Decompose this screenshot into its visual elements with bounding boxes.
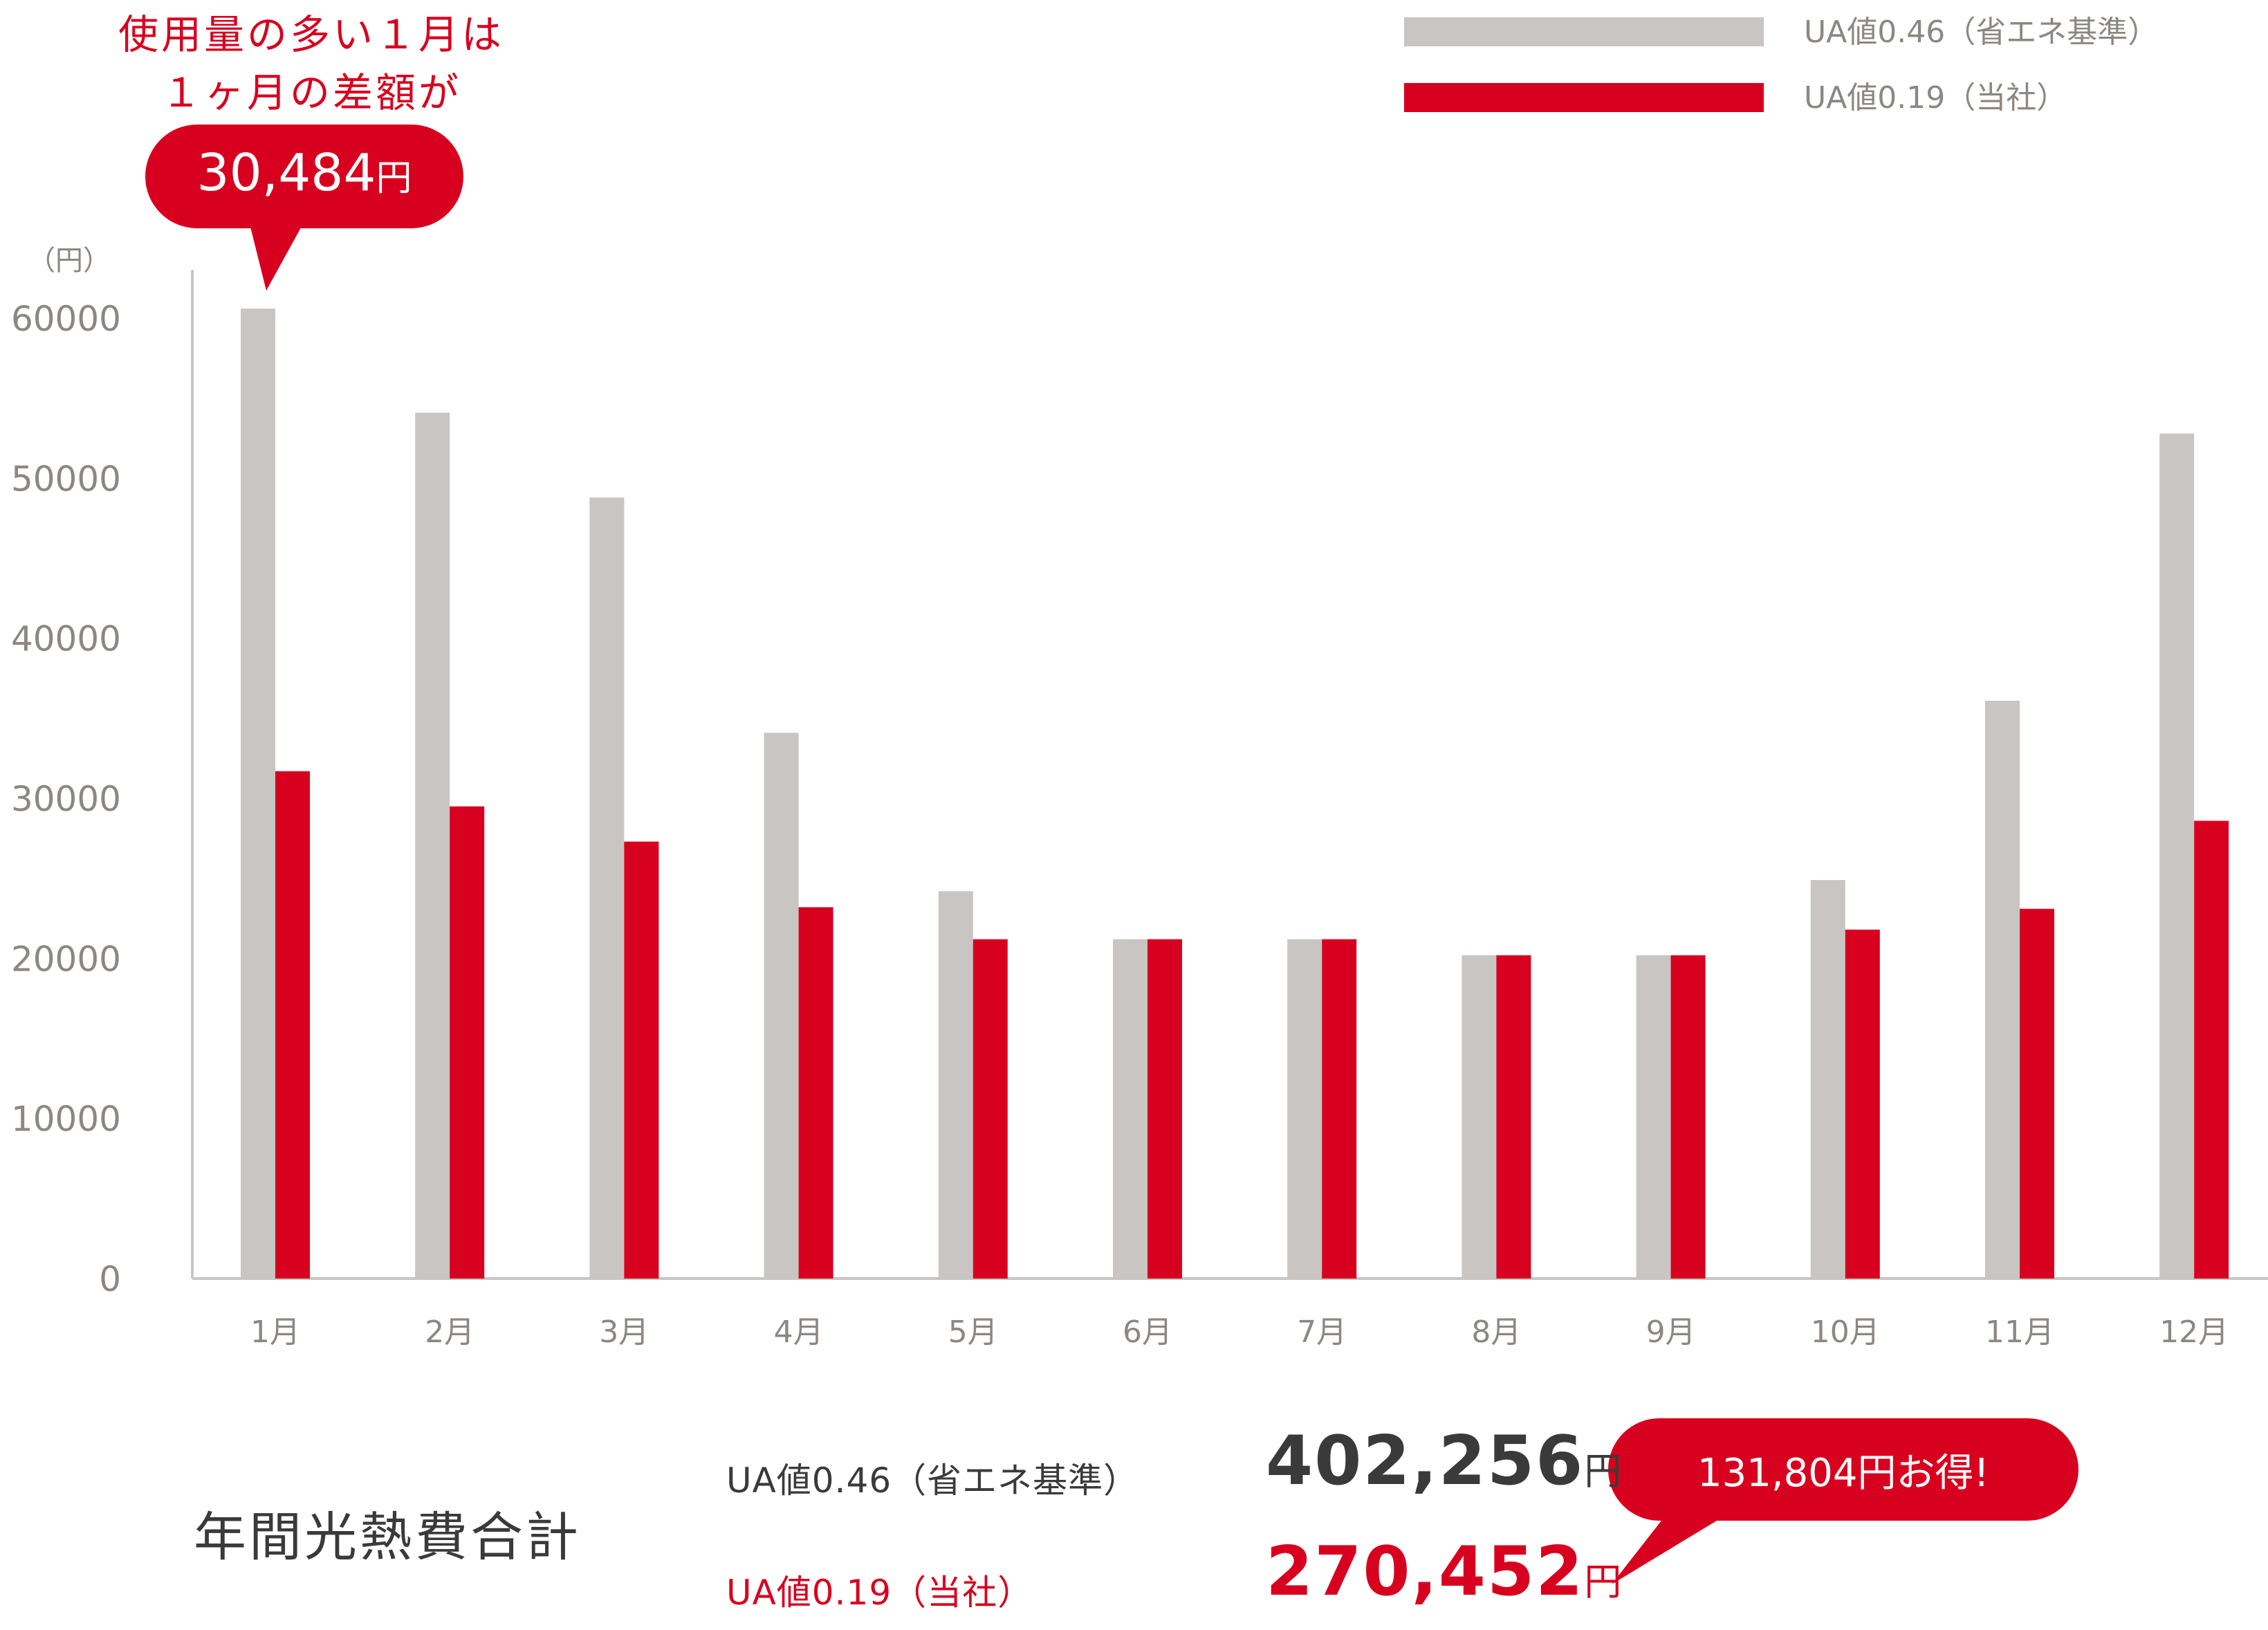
standard-total-label: UA値0.46（省エネ基準） [726,1460,1139,1501]
bar-standard [764,733,799,1279]
annual-total-title: 年間光熱費合計 [194,1506,581,1568]
bar-company [1322,939,1357,1279]
bar-standard [1985,700,2020,1279]
bar-standard [2159,433,2195,1279]
x-tick-label: 5月 [948,1315,998,1350]
x-tick-label: 2月 [425,1315,474,1350]
top-callout-amount-unit: 円 [376,158,412,199]
company-total-number: 270,452 [1266,1532,1585,1611]
y-tick-label: 50000 [11,459,121,499]
y-tick-label: 20000 [11,939,121,979]
standard-total-unit: 円 [1584,1449,1623,1493]
x-tick-label: 1月 [250,1315,300,1350]
callouts: 30,484円 131,804円お得! [145,125,2078,1584]
y-tick-label: 60000 [11,299,121,339]
top-callout-amount: 30,484円 [197,143,412,203]
x-tick-label: 8月 [1471,1315,1521,1350]
legend-label: UA値0.46（省エネ基準） [1804,15,2158,50]
y-tick-label: 30000 [11,779,121,819]
bars [241,309,2229,1279]
x-tick-label: 7月 [1297,1315,1347,1350]
y-tick-label: 40000 [11,619,121,659]
standard-total-number: 402,256 [1266,1422,1585,1501]
bar-company [2020,908,2054,1279]
x-tick-label: 12月 [2159,1315,2229,1350]
x-tick-label: 10月 [1811,1315,1880,1350]
legend-label: UA値0.19（当社） [1804,80,2067,116]
bar-standard [1636,955,1671,1279]
x-tick-label: 6月 [1123,1315,1172,1350]
x-tick-label: 9月 [1646,1315,1696,1350]
y-axis-unit-label: （円） [28,245,111,277]
y-tick-label: 0 [99,1259,121,1299]
bar-company [275,771,310,1279]
bar-standard [1287,939,1322,1279]
top-callout-amount-number: 30,484 [197,143,376,203]
bar-company [450,806,485,1279]
company-total-label: UA値0.19（当社） [726,1573,1033,1613]
top-callout-caption: 使用量の多い１月は １ヶ月の差額が [90,6,533,122]
bar-standard [241,309,275,1279]
bar-company [972,939,1008,1279]
bar-company [1147,939,1182,1279]
bottom-callout-text: 131,804円お得! [1697,1451,1989,1496]
bar-company [2194,821,2229,1279]
bar-standard [415,412,450,1279]
top-callout-bubble: 30,484円 [145,125,463,291]
standard-total-value: 402,256円 [1266,1422,1623,1501]
bottom-callout-bubble: 131,804円お得! [1608,1418,2078,1584]
bar-company [624,841,659,1279]
top-callout-line-1: 使用量の多い１月は [118,11,504,58]
bar-standard [1462,955,1497,1279]
y-tick-label: 10000 [11,1099,121,1139]
x-tick-label: 11月 [1985,1315,2054,1350]
tick-labels: （円） 60000 50000 40000 30000 20000 10000 0 1月 2月 3月… [11,245,2229,1350]
bar-standard [589,497,625,1279]
bar-company [1670,955,1706,1279]
bar-company [1496,955,1531,1279]
top-callout-line-2: １ヶ月の差額が [160,69,461,116]
bar-standard [1810,879,1845,1279]
company-total-unit: 円 [1584,1560,1623,1604]
legend: UA値0.46（省エネ基準） UA値0.19（当社） [1404,15,2158,116]
axes [191,270,2268,1280]
bar-standard [1113,939,1147,1279]
company-total-value: 270,452円 [1266,1532,1623,1611]
legend-swatch [1404,17,1764,46]
x-tick-label: 4月 [774,1315,824,1350]
bar-company [1845,929,1880,1279]
bar-standard [938,891,973,1279]
bar-company [798,907,833,1279]
legend-swatch [1404,83,1764,112]
x-tick-label: 3月 [599,1315,649,1350]
